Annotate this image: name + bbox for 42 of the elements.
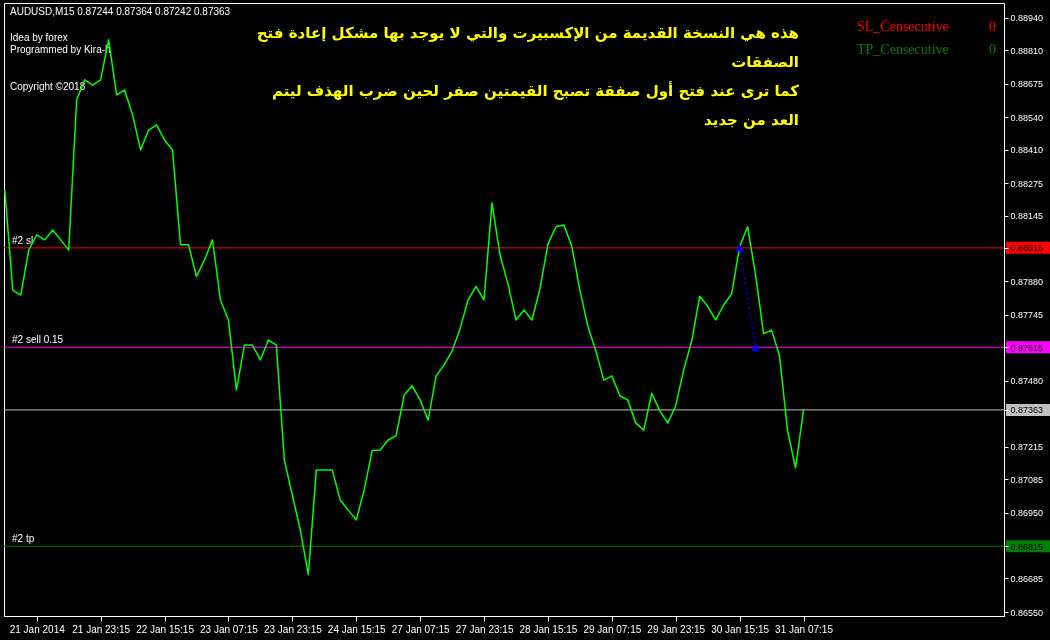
annotation: 0 [989,19,996,34]
y-tick-label: 0.88810 [1010,45,1044,56]
y-tick-label: 0.86685 [1010,573,1044,584]
y-tick-label: 0.88015 [1010,243,1044,254]
y-tick-label: 0.88540 [1010,112,1044,123]
x-tick-label: 22 Jan 15:15 [136,623,195,635]
y-tick-label: 0.87880 [1010,276,1044,287]
x-tick-label: 29 Jan 23:15 [647,623,706,635]
y-tick-label: 0.87615 [1010,342,1044,353]
y-tick-label: 0.88940 [1010,13,1044,24]
y-tick-label: 0.88145 [1010,211,1044,222]
x-tick-label: 30 Jan 15:15 [711,623,770,635]
x-tick-label: 27 Jan 07:15 [391,623,450,635]
x-tick-label: 29 Jan 07:15 [583,623,642,635]
annotation: TP_Censecutive [857,42,949,57]
x-tick-label: 21 Jan 2014 [9,623,66,635]
x-tick-label: 24 Jan 15:15 [327,623,387,635]
x-tick-label: 31 Jan 07:15 [775,623,834,635]
annotation: 0 [989,42,996,57]
y-tick-label: 0.87363 [1010,405,1044,416]
y-tick-label: 0.87480 [1010,376,1044,387]
annotation: كما ترى عند فتح أول صفقة تصبح القيمتين صفر لحين ضرب الهذف ليتم العد من جديد [271,81,800,129]
annotation: هذه هي النسخة القديمة من الإكسبيرت والتي لا يوجد بها مشكل إعادة فتح الصفقات [256,24,799,71]
y-tick-label: 0.88675 [1010,79,1044,90]
x-tick-label: 21 Jan 23:15 [72,623,131,635]
x-tick-label: 27 Jan 23:15 [455,623,514,635]
ref-line-label: #2 sell 0.15 [12,334,64,346]
y-tick-label: 0.86950 [1010,508,1044,519]
ref-line-label: #2 tp [12,533,35,545]
x-tick-label: 23 Jan 07:15 [200,623,259,635]
annotation: Idea by forex [10,32,68,43]
y-tick-label: 0.87085 [1010,474,1044,485]
annotation: SL_Censecutive [857,19,949,34]
y-tick-label: 0.86815 [1010,541,1044,552]
x-tick-label: 28 Jan 15:15 [519,623,578,635]
x-tick-label: 23 Jan 23:15 [263,623,323,635]
y-tick-label: 0.86550 [1010,607,1044,618]
y-tick-label: 0.87745 [1010,310,1044,321]
y-tick-label: 0.88275 [1010,178,1044,189]
annotation: AUDUSD,M15 0.87244 0.87364 0.87242 0.87363 [10,6,231,17]
y-tick-label: 0.87215 [1010,442,1044,453]
y-tick-label: 0.88410 [1010,145,1044,156]
